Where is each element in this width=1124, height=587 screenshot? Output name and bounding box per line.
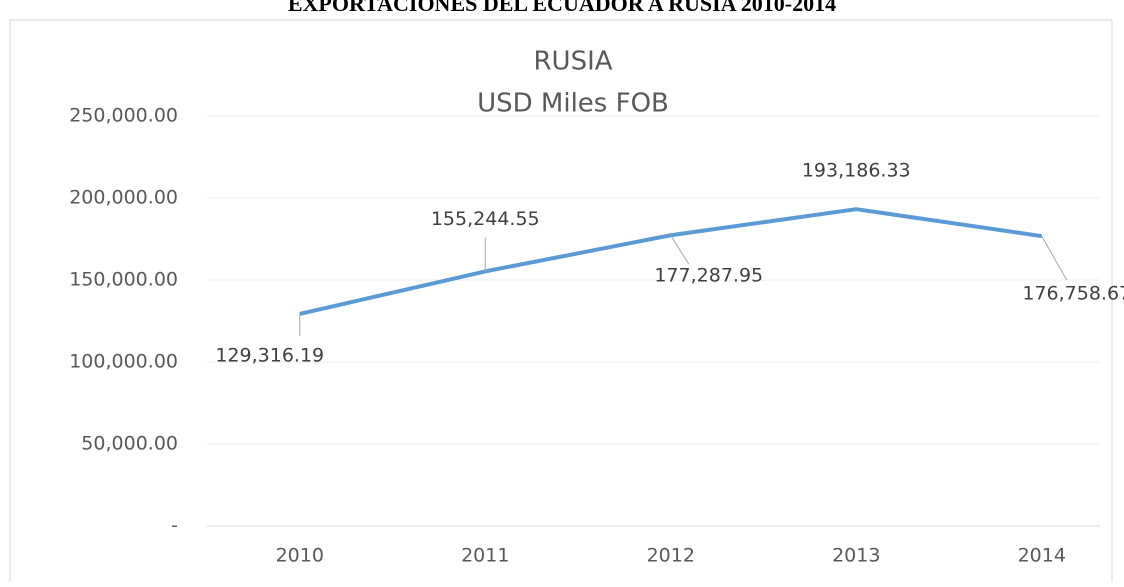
data-label: 129,316.19 — [215, 344, 324, 366]
chart-title: RUSIA — [533, 47, 612, 77]
leader-line — [670, 234, 690, 265]
leader-line — [1041, 235, 1068, 281]
y-tick-label: 250,000.00 — [69, 105, 178, 127]
y-tick-label: - — [171, 515, 178, 537]
chart-border — [9, 19, 1113, 587]
x-tick-label: 2010 — [276, 545, 324, 567]
data-label: 176,758.67 — [1022, 283, 1124, 305]
x-tick-label: 2013 — [832, 545, 880, 567]
y-tick-label: 100,000.00 — [69, 351, 178, 373]
y-tick-label: 150,000.00 — [69, 269, 178, 291]
data-label: 177,287.95 — [654, 265, 763, 287]
y-tick-label: 50,000.00 — [81, 433, 178, 455]
y-tick-label: 200,000.00 — [69, 187, 178, 209]
x-tick-label: 2011 — [461, 545, 509, 567]
x-tick-label: 2014 — [1018, 545, 1066, 567]
chart-subtitle: USD Miles FOB — [477, 89, 669, 119]
x-tick-label: 2012 — [647, 545, 695, 567]
data-label: 155,244.55 — [431, 208, 540, 230]
data-label: 193,186.33 — [802, 160, 911, 182]
page-title: EXPORTACIONES DEL ECUADOR A RUSIA 2010-2… — [288, 0, 836, 16]
